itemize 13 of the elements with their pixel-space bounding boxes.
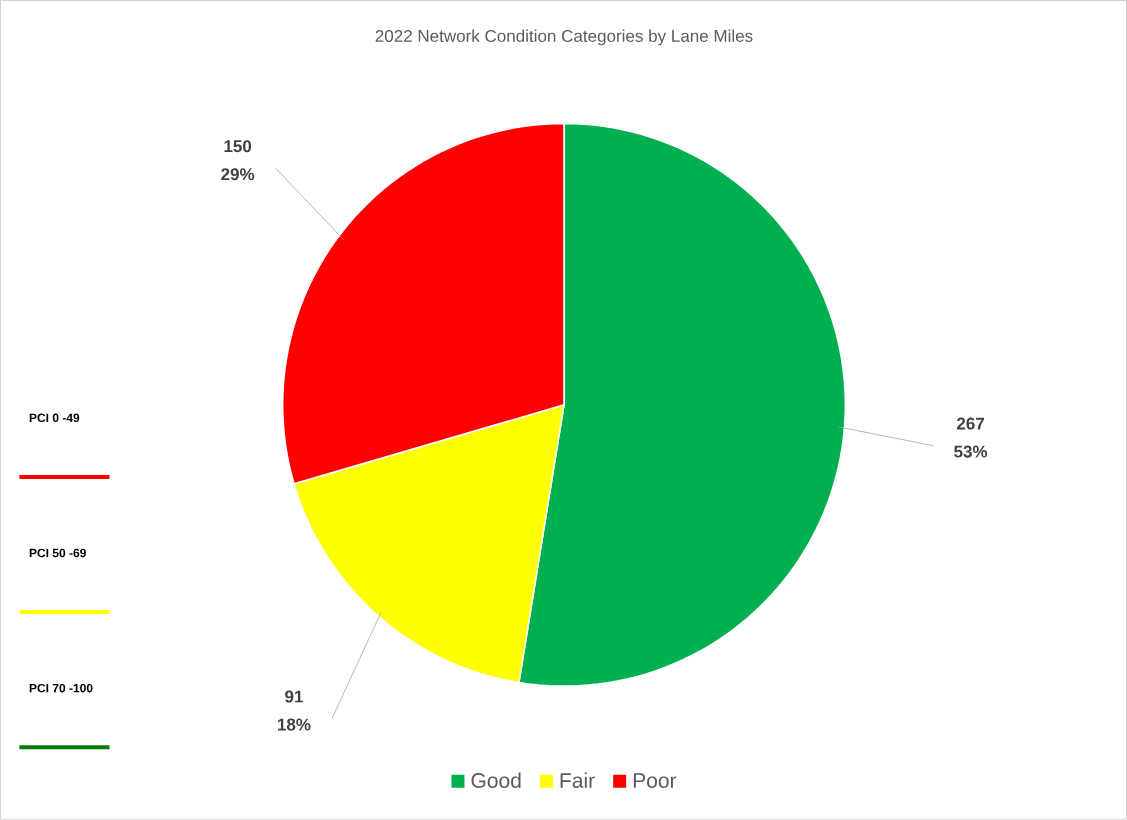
data-label: 91 [285,690,303,703]
text: PCI 50 -69 [29,548,86,558]
legend-label: Good [471,772,521,789]
text: PCI 0 -49 [29,413,80,423]
text: 29% [221,168,255,181]
legend-label: Fair [560,772,595,789]
text: 53% [954,445,988,458]
text: PCI 70 -100 [29,684,93,693]
legend-label: Poor [633,773,677,789]
chart-title: 2022 Network Condition Categories by Lane Miles [375,29,753,46]
text: 18% [278,718,311,731]
data-label: 267 [956,417,985,430]
data-label: 150 [224,140,252,153]
